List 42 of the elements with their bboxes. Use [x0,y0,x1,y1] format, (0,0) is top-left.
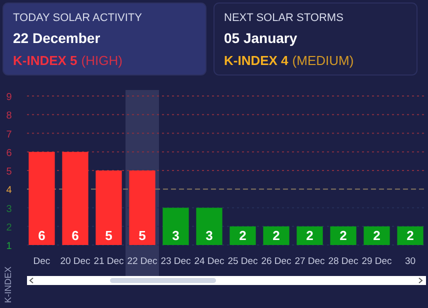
data-label: 5 [138,228,146,243]
x-tick-label: 21 Dec [94,256,124,267]
data-label: 6 [38,228,46,243]
x-tick-label: 27 Dec [294,256,326,267]
data-label: 2 [406,228,414,243]
x-tick-label: Dec [33,256,50,267]
y-tick-label: 4 [6,185,12,196]
data-label: 6 [72,228,79,243]
x-tick-label: 30 [404,256,416,267]
text: K-INDEX 4 [224,53,290,68]
y-tick-label: 1 [6,241,12,252]
data-label: 2 [239,228,246,243]
x-tick-label: 28 Dec [328,256,359,267]
text: 22 December [13,30,101,46]
x-tick-label: 23 Dec [160,256,192,267]
text: TODAY SOLAR ACTIVITY [13,12,143,24]
y-tick-label: 6 [6,148,12,159]
text: NEXT SOLAR STORMS [224,12,344,24]
x-tick-label: 22 Dec [127,256,158,267]
data-label: 2 [373,228,380,243]
x-tick-label: 26 Dec [261,256,292,267]
y-tick-label: 2 [6,222,12,234]
y-tick-label: 8 [6,110,12,122]
text: K-INDEX 5 [13,53,78,68]
text: (MEDIUM) [292,53,354,68]
data-label: 5 [105,228,112,243]
y-tick-label: 3 [6,204,12,215]
x-tick-label: 25 Dec [228,256,258,267]
y-tick-label: 5 [6,166,12,178]
text: 05 January [224,30,298,46]
x-tick-label: 20 Dec [60,256,91,267]
data-label: 2 [272,228,280,243]
data-label: 3 [206,228,213,243]
text: (HIGH) [81,53,122,68]
x-tick-label: 29 Dec [362,256,392,267]
data-label: 2 [340,228,347,243]
data-label: 2 [306,228,314,243]
data-label: 3 [172,228,180,243]
y-tick-label: 7 [6,129,12,140]
y-axis-title: K-INDEX [3,266,13,303]
y-tick-label: 9 [6,92,12,103]
x-tick-label: 24 Dec [194,256,225,267]
